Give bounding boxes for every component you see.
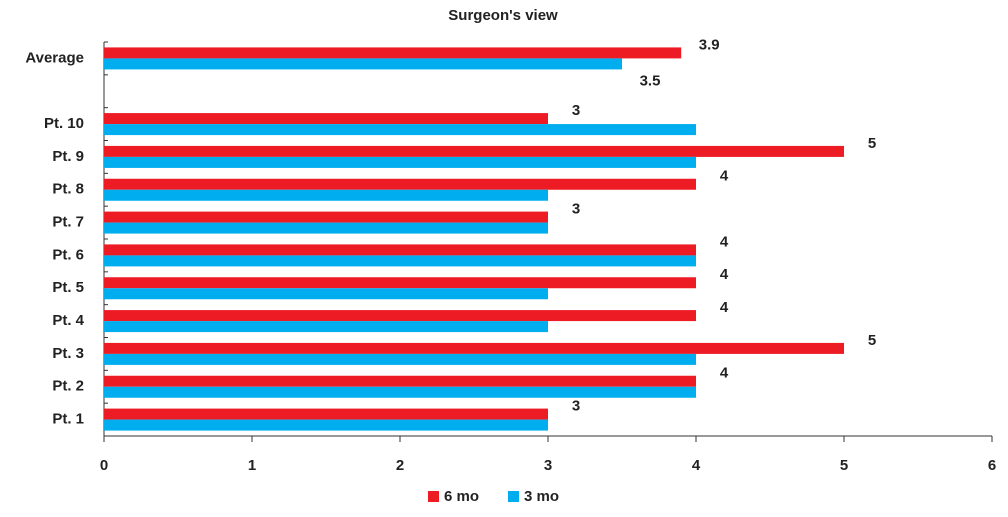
bar xyxy=(104,244,696,256)
legend-label: 3 mo xyxy=(524,488,559,505)
x-tick-label: 2 xyxy=(396,457,404,474)
data-label: 4 xyxy=(720,168,729,185)
bar xyxy=(104,408,548,420)
bar xyxy=(104,353,696,365)
bar xyxy=(104,178,696,190)
data-label: 3.9 xyxy=(699,36,720,53)
data-label: 4 xyxy=(720,233,729,250)
bar xyxy=(104,342,844,354)
bar xyxy=(104,211,548,223)
bar xyxy=(104,47,682,59)
y-tick-label: Pt. 6 xyxy=(52,246,84,263)
bar xyxy=(104,255,696,267)
data-label: 4 xyxy=(720,266,729,283)
legend-swatch xyxy=(508,491,519,502)
x-tick-label: 0 xyxy=(100,457,108,474)
bar xyxy=(104,419,548,431)
bar xyxy=(104,156,696,168)
bar xyxy=(104,375,696,387)
y-tick-label: Pt. 4 xyxy=(52,312,84,329)
data-label: 5 xyxy=(868,135,876,152)
bar xyxy=(104,124,696,136)
data-label: 3 xyxy=(572,102,580,119)
bar xyxy=(104,189,548,201)
bar xyxy=(104,113,548,125)
bar xyxy=(104,288,548,300)
y-tick-label: Pt. 1 xyxy=(52,411,84,428)
y-tick-label: Pt. 9 xyxy=(52,148,84,165)
y-tick-label: Pt. 5 xyxy=(52,279,84,296)
bar xyxy=(104,310,696,322)
y-tick-label: Pt. 7 xyxy=(52,214,84,231)
x-tick-label: 6 xyxy=(988,457,996,474)
data-label: 3 xyxy=(572,398,580,415)
bar xyxy=(104,321,548,333)
data-label: 3.5 xyxy=(640,72,661,89)
bar xyxy=(104,58,622,70)
chart-title: Surgeon's view xyxy=(448,7,558,24)
data-label: 4 xyxy=(720,299,729,316)
data-label: 5 xyxy=(868,332,876,349)
bar xyxy=(104,277,696,289)
bar xyxy=(104,386,696,398)
data-label: 3 xyxy=(572,201,580,218)
y-tick-label: Pt. 8 xyxy=(52,181,84,198)
x-tick-label: 4 xyxy=(692,457,701,474)
data-label: 4 xyxy=(720,365,729,382)
x-tick-label: 5 xyxy=(840,457,848,474)
x-tick-label: 3 xyxy=(544,457,552,474)
legend-label: 6 mo xyxy=(444,488,479,505)
y-tick-label: Average xyxy=(25,49,84,66)
y-tick-label: Pt. 3 xyxy=(52,345,84,362)
bar xyxy=(104,145,844,157)
y-tick-label: Pt. 2 xyxy=(52,378,84,395)
x-tick-label: 1 xyxy=(248,457,256,474)
legend-swatch xyxy=(428,491,439,502)
y-tick-label: Pt. 10 xyxy=(44,115,84,132)
bar xyxy=(104,222,548,234)
